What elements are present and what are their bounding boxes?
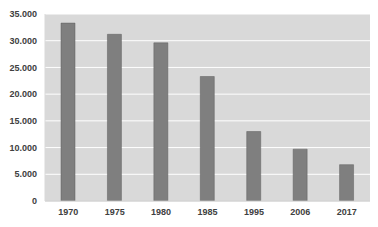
svg-text:2006: 2006 — [290, 207, 310, 217]
svg-text:1970: 1970 — [58, 207, 78, 217]
svg-text:1985: 1985 — [197, 207, 217, 217]
svg-text:15.000: 15.000 — [9, 116, 37, 126]
svg-text:0: 0 — [32, 196, 37, 206]
svg-text:10.000: 10.000 — [9, 143, 37, 153]
svg-text:5.000: 5.000 — [14, 169, 37, 179]
svg-text:35.000: 35.000 — [9, 9, 37, 19]
svg-text:30.000: 30.000 — [9, 36, 37, 46]
svg-text:2017: 2017 — [337, 207, 357, 217]
svg-text:25.000: 25.000 — [9, 63, 37, 73]
svg-text:1975: 1975 — [105, 207, 125, 217]
svg-text:1980: 1980 — [151, 207, 171, 217]
svg-text:20.000: 20.000 — [9, 89, 37, 99]
svg-text:1995: 1995 — [244, 207, 264, 217]
